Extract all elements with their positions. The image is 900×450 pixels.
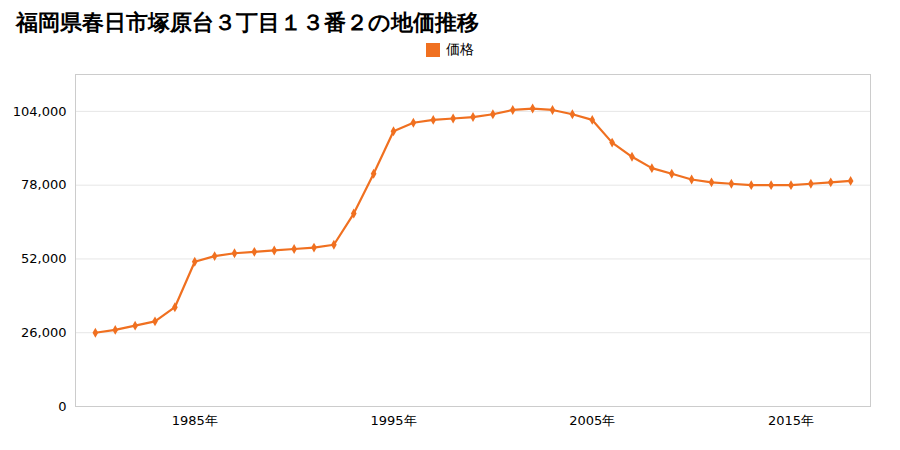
svg-text:52,000: 52,000 [21,251,67,266]
svg-text:104,000: 104,000 [13,104,67,119]
svg-text:2005年: 2005年 [569,413,615,428]
svg-text:2015年: 2015年 [768,413,814,428]
svg-text:0: 0 [58,399,66,414]
svg-text:1995年: 1995年 [370,413,416,428]
svg-text:26,000: 26,000 [21,325,67,340]
svg-text:78,000: 78,000 [21,177,67,192]
html-text:価格: 価格 [446,41,474,57]
html-text:福岡県春日市塚原台３丁目１３番２の地価推移: 福岡県春日市塚原台３丁目１３番２の地価推移 [16,10,479,35]
svg-text:1985年: 1985年 [172,413,218,428]
